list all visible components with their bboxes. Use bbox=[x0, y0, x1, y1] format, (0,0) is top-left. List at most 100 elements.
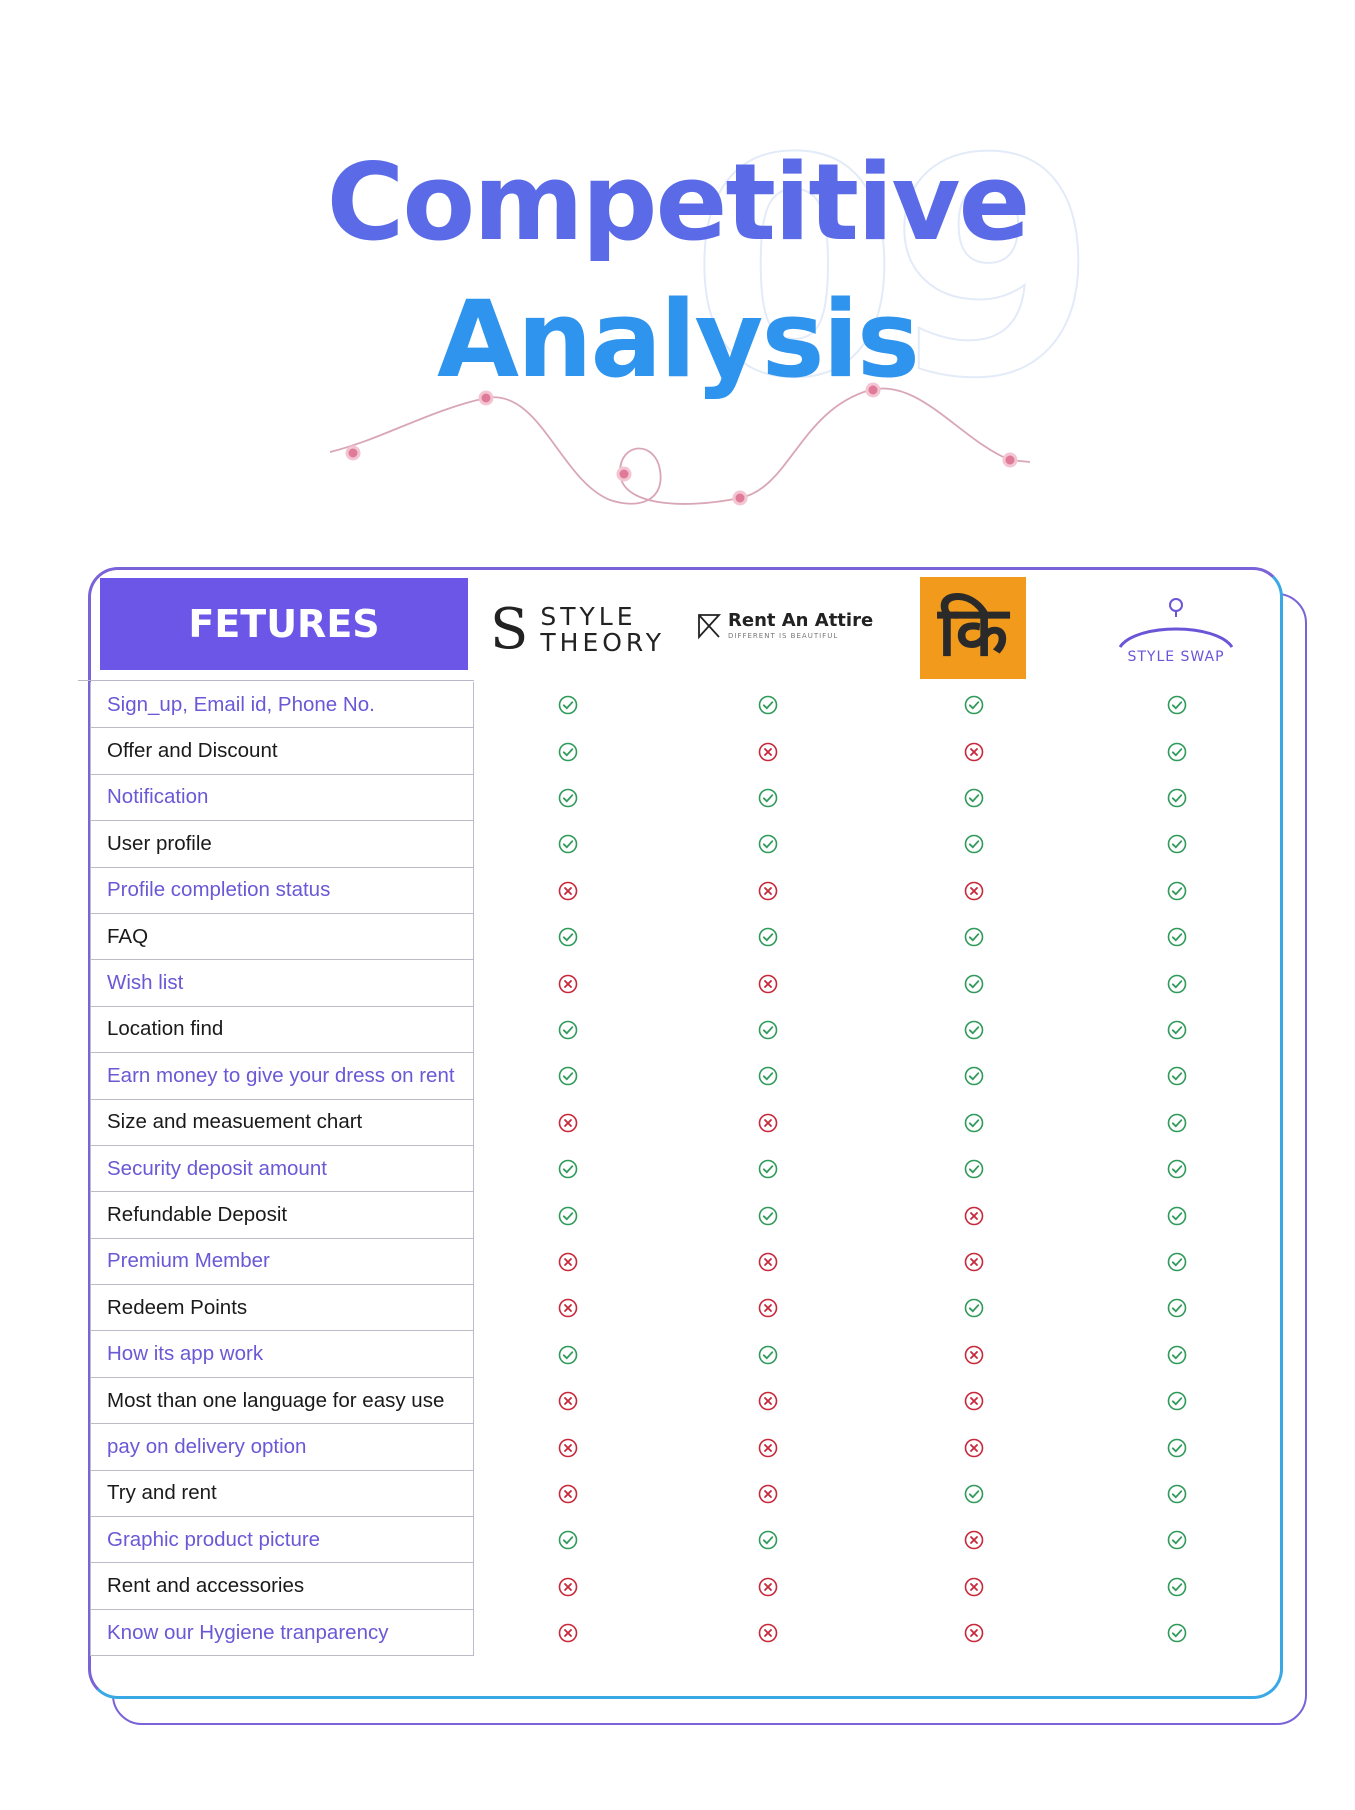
rent-an-attire-name: Rent An Attire bbox=[728, 610, 874, 631]
check-icon bbox=[964, 1020, 984, 1040]
rent-an-attire-icon bbox=[698, 614, 722, 640]
feature-row: Refundable Deposit bbox=[91, 1192, 473, 1239]
feature-row: Offer and Discount bbox=[91, 728, 473, 775]
check-icon bbox=[1167, 1438, 1187, 1457]
check-icon bbox=[964, 1067, 984, 1086]
cross-icon bbox=[558, 1252, 578, 1272]
rent-an-attire-tagline: DIFFERENT IS BEAUTIFUL bbox=[728, 632, 839, 640]
feature-row: Location find bbox=[91, 1007, 473, 1054]
check-icon bbox=[1167, 1299, 1187, 1318]
check-icon bbox=[558, 1345, 578, 1365]
feature-row: Sign_up, Email id, Phone No. bbox=[91, 682, 473, 729]
check-icon bbox=[1167, 1623, 1187, 1643]
check-icon bbox=[1167, 1252, 1187, 1272]
check-icon bbox=[964, 835, 984, 854]
check-icon bbox=[558, 788, 578, 808]
cross-icon bbox=[758, 1577, 778, 1597]
page-title-line2: Analysis bbox=[437, 278, 920, 401]
check-icon bbox=[758, 1159, 778, 1179]
check-icon bbox=[758, 1206, 778, 1225]
feature-row: User profile bbox=[91, 821, 473, 868]
check-icon bbox=[558, 742, 578, 761]
check-icon bbox=[1167, 695, 1187, 715]
cross-icon bbox=[558, 1577, 578, 1597]
cross-icon bbox=[558, 881, 578, 901]
cross-icon bbox=[558, 1299, 578, 1318]
feature-row: FAQ bbox=[91, 914, 473, 961]
check-icon bbox=[1167, 1206, 1187, 1225]
cross-icon bbox=[558, 1484, 578, 1504]
check-icon bbox=[758, 927, 778, 947]
check-icon bbox=[1167, 927, 1187, 947]
check-icon bbox=[1167, 1159, 1187, 1179]
cross-icon bbox=[964, 1623, 984, 1643]
cross-icon bbox=[758, 742, 778, 761]
cross-icon bbox=[758, 1438, 778, 1457]
cross-icon bbox=[964, 1577, 984, 1597]
check-icon bbox=[758, 1345, 778, 1365]
check-icon bbox=[1167, 788, 1187, 808]
check-icon bbox=[1167, 1113, 1187, 1133]
check-icon bbox=[964, 1159, 984, 1179]
check-icon bbox=[1167, 1067, 1187, 1086]
feature-row: Size and measuement chart bbox=[91, 1100, 473, 1146]
check-icon bbox=[964, 695, 984, 715]
style-swap-name: STYLE SWAP bbox=[1127, 649, 1225, 665]
check-icon bbox=[1167, 1484, 1187, 1504]
cross-icon bbox=[964, 881, 984, 901]
check-icon bbox=[558, 835, 578, 854]
cross-icon bbox=[758, 1623, 778, 1643]
check-icon bbox=[758, 835, 778, 854]
cross-icon bbox=[758, 881, 778, 901]
cross-icon bbox=[758, 1113, 778, 1133]
check-icon bbox=[558, 1206, 578, 1225]
feature-row: Most than one language for easy use bbox=[91, 1378, 473, 1425]
style-swap-logo: STYLE SWAP bbox=[1116, 595, 1236, 675]
cross-icon bbox=[758, 1391, 778, 1411]
cross-icon bbox=[964, 1252, 984, 1272]
cross-icon bbox=[758, 974, 778, 993]
style-theory-line1: STYLE bbox=[540, 601, 637, 631]
cross-icon bbox=[558, 1113, 578, 1133]
feature-row: pay on delivery option bbox=[91, 1424, 473, 1471]
check-icon bbox=[1167, 881, 1187, 901]
rent-an-attire-logo: Rent An Attire DIFFERENT IS BEAUTIFUL bbox=[696, 612, 873, 640]
check-icon bbox=[1167, 1577, 1187, 1597]
feature-row: Profile completion status bbox=[91, 868, 473, 914]
cross-icon bbox=[558, 1623, 578, 1643]
hanger-icon bbox=[1118, 598, 1234, 648]
cross-icon bbox=[964, 1531, 984, 1550]
feature-row: Security deposit amount bbox=[91, 1146, 473, 1193]
feature-row: Graphic product picture bbox=[91, 1517, 473, 1564]
feature-row: Rent and accessories bbox=[91, 1563, 473, 1610]
check-icon bbox=[758, 1531, 778, 1550]
cross-icon bbox=[964, 742, 984, 761]
cross-icon bbox=[558, 1391, 578, 1411]
feature-row: Premium Member bbox=[91, 1239, 473, 1286]
page-title-line1: Competitive bbox=[326, 141, 1031, 264]
check-icon bbox=[758, 695, 778, 715]
check-icon bbox=[758, 788, 778, 808]
decorative-curve bbox=[329, 382, 1031, 506]
cross-icon bbox=[758, 1252, 778, 1272]
check-icon bbox=[1167, 1020, 1187, 1040]
feature-row: Redeem Points bbox=[91, 1285, 473, 1332]
check-icon bbox=[758, 1067, 778, 1086]
check-icon bbox=[558, 1067, 578, 1086]
check-icon bbox=[1167, 835, 1187, 854]
check-icon bbox=[964, 1299, 984, 1318]
check-icon bbox=[558, 1531, 578, 1550]
cross-icon bbox=[964, 1206, 984, 1225]
style-theory-line2: THEORY bbox=[540, 628, 665, 657]
check-icon bbox=[964, 974, 984, 993]
cross-icon bbox=[964, 1438, 984, 1457]
check-icon bbox=[1167, 742, 1187, 761]
feature-row: Wish list bbox=[91, 960, 473, 1007]
features-list: Sign_up, Email id, Phone No. Offer and Di… bbox=[90, 682, 474, 1657]
cross-icon bbox=[758, 1299, 778, 1318]
feature-row: Earn money to give your dress on rent bbox=[91, 1053, 473, 1100]
comparison-card bbox=[88, 567, 1283, 1699]
check-icon bbox=[1167, 1531, 1187, 1550]
check-icon bbox=[1167, 1345, 1187, 1365]
ki-logo: कि bbox=[920, 577, 1026, 679]
